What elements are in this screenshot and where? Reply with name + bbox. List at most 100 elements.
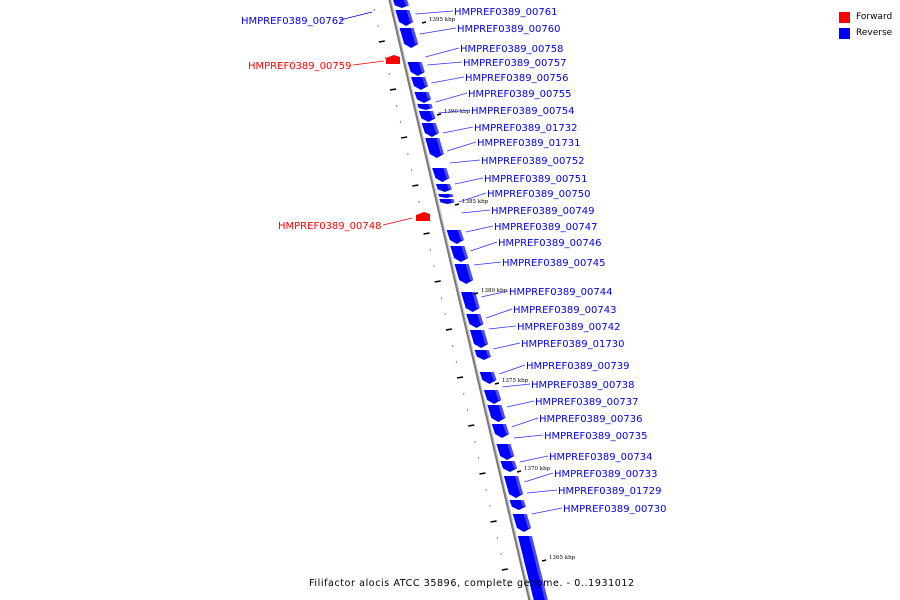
gene-block-shade xyxy=(498,405,506,418)
tick-mark xyxy=(456,376,464,379)
gene-label: HMPREF0389_00742 xyxy=(517,322,620,333)
tick-mark xyxy=(401,136,408,139)
scale-tick-label: 1375 kbp xyxy=(502,378,529,384)
forward-gene-block xyxy=(386,55,400,64)
gene-block-shade xyxy=(421,77,428,86)
gene-label-leader xyxy=(438,109,471,114)
gene-block-shade xyxy=(507,444,515,456)
scale-tick xyxy=(421,21,427,24)
gene-label: HMPREF0389_00744 xyxy=(509,287,612,298)
gene-label: HMPREF0389_00743 xyxy=(513,305,616,316)
tick-mark xyxy=(412,184,419,187)
gene-label-leader xyxy=(514,434,544,439)
gene-label-leader xyxy=(493,342,521,350)
gene-block-shade xyxy=(485,350,491,357)
gene-label-leader xyxy=(458,192,487,203)
gene-label: HMPREF0389_00760 xyxy=(457,24,560,35)
gene-label: HMPREF0389_00745 xyxy=(502,258,605,269)
gene-label: HMPREF0389_00738 xyxy=(531,380,634,391)
tick-mark xyxy=(501,568,508,571)
scale-tick xyxy=(473,292,479,295)
gene-label-leader xyxy=(449,159,481,164)
scale-tick-label: 1365 kbp xyxy=(549,555,576,561)
scale-tick xyxy=(541,559,547,562)
scale-tick xyxy=(436,113,442,116)
gene-block-shade xyxy=(461,246,469,258)
gene-label-leader xyxy=(382,217,413,226)
gene-label-leader xyxy=(511,417,539,428)
tick-mark xyxy=(434,280,441,283)
gene-block-shade xyxy=(490,372,497,380)
gene-block-shade xyxy=(429,111,436,119)
gene-block-shade xyxy=(477,314,484,324)
legend-item-reverse: Reverse xyxy=(839,25,892,41)
gene-label: HMPREF0389_00747 xyxy=(494,222,597,233)
gene-label-leader xyxy=(435,92,468,103)
tick-mark xyxy=(479,472,486,475)
gene-label-leader xyxy=(465,225,494,233)
scale-tick xyxy=(454,203,460,206)
gene-block-shade xyxy=(404,0,409,6)
gene-label: HMPREF0389_00754 xyxy=(471,106,574,117)
scale-tick-label: 1370 kbp xyxy=(524,466,551,472)
gene-label: HMPREF0389_00756 xyxy=(465,73,568,84)
gene-block-shade xyxy=(472,292,480,308)
gene-label: HMPREF0389_00757 xyxy=(463,58,566,69)
legend: Forward Reverse xyxy=(839,9,892,41)
gene-label-leader xyxy=(442,126,474,134)
gene-block-shade xyxy=(443,168,450,178)
scale-tick-label: 1385 kbp xyxy=(462,199,489,205)
gene-label-leader xyxy=(447,141,477,152)
reverse-gene-block xyxy=(517,536,548,600)
gene-label-leader xyxy=(502,383,531,388)
gene-label: HMPREF0389_00739 xyxy=(526,361,629,372)
tick-mark xyxy=(389,88,397,91)
gene-label: HMPREF0389_00736 xyxy=(539,414,642,425)
gene-label: HMPREF0389_01730 xyxy=(521,339,624,350)
tick-mark xyxy=(445,328,453,331)
gene-block-shade xyxy=(511,461,517,469)
gene-label: HMPREF0389_00750 xyxy=(487,189,590,200)
gene-block-shade xyxy=(465,264,474,280)
reverse-swatch xyxy=(839,27,850,39)
backbone-line xyxy=(388,0,532,600)
gene-block-shade xyxy=(436,138,444,154)
gene-label: HMPREF0389_00755 xyxy=(468,89,571,100)
gene-label-leader xyxy=(454,177,484,185)
forward-swatch xyxy=(839,11,850,23)
gene-block-shade xyxy=(446,184,452,190)
gene-label: HMPREF0389_00762 xyxy=(241,16,344,27)
gene-label-leader xyxy=(427,61,463,66)
gene-label-leader xyxy=(499,364,526,375)
gene-label: HMPREF0389_01729 xyxy=(558,486,661,497)
gene-block-shade xyxy=(449,194,454,197)
gene-label: HMPREF0389_00752 xyxy=(481,156,584,167)
gene-label: HMPREF0389_00737 xyxy=(535,397,638,408)
gene-label-leader xyxy=(506,400,535,408)
scale-tick-label: 1390 kbp xyxy=(444,109,471,115)
backbone-highlight xyxy=(390,0,532,600)
gene-block-shade xyxy=(528,536,548,600)
gene-label: HMPREF0389_00761 xyxy=(454,7,557,18)
gene-label: HMPREF0389_00749 xyxy=(491,206,594,217)
gene-label-leader xyxy=(352,60,385,66)
gene-label-leader xyxy=(431,76,465,84)
scale-tick xyxy=(516,470,522,473)
gene-label-leader xyxy=(531,507,563,515)
gene-label: HMPREF0389_00746 xyxy=(498,238,601,249)
gene-label: HMPREF0389_00730 xyxy=(563,504,666,515)
gene-label-leader xyxy=(470,241,498,252)
gene-label-leader xyxy=(415,10,454,15)
gene-block-shade xyxy=(457,230,464,240)
scale-tick-label: 1380 kbp xyxy=(481,288,508,294)
gene-label-leader xyxy=(519,455,549,463)
gene-label-leader xyxy=(485,308,513,319)
gene-block-shade xyxy=(432,123,439,133)
legend-label-forward: Forward xyxy=(856,12,893,22)
gene-label: HMPREF0389_00734 xyxy=(549,452,652,463)
gene-label-leader xyxy=(473,261,502,266)
scale-tick-label: 1395 kbp xyxy=(429,17,456,23)
gene-label-leader xyxy=(488,325,517,330)
